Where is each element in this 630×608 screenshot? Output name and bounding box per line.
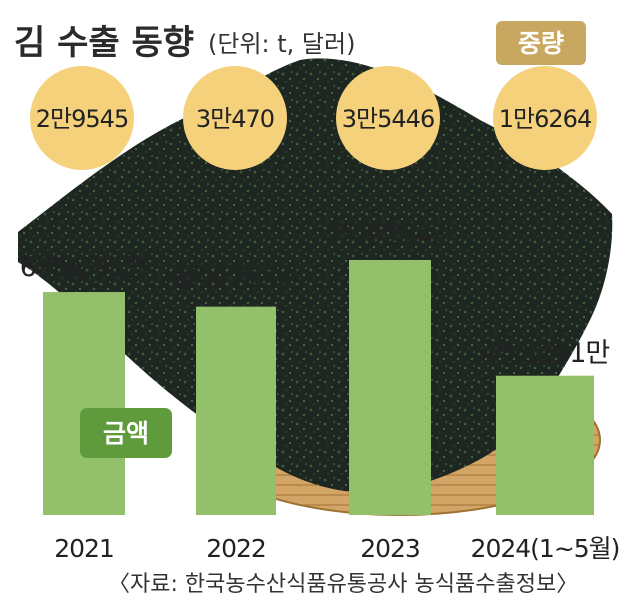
- chart-title: 김 수출 동향: [14, 23, 194, 63]
- amount-value-label-0: 6억9291만: [20, 252, 149, 283]
- weight-bubble-1: [183, 66, 287, 170]
- amount-legend-badge: 금액: [80, 408, 172, 458]
- year-label-2: 2023: [360, 534, 420, 563]
- amount-bar-3: [496, 375, 594, 515]
- seaweed-stack: [18, 58, 613, 493]
- amount-bar-1: [196, 306, 276, 515]
- year-label-3: 2024(1~5월): [471, 534, 620, 563]
- weight-legend-badge: 중량: [496, 21, 586, 65]
- amount-value-labels: 6억9291만 6억4755만 7억9254만 4억3291만: [20, 220, 611, 369]
- weight-legend-bg: [496, 21, 586, 65]
- amount-value-label-3: 4억3291만: [481, 338, 610, 369]
- weight-value-label-2: 3만5446: [342, 105, 434, 133]
- amount-legend-bg: [80, 408, 172, 458]
- amount-value-label-1: 6억4755만: [172, 263, 301, 294]
- weight-value-label-3: 1만6264: [499, 105, 591, 133]
- weight-value-label-0: 2만9545: [36, 105, 128, 133]
- amount-bar-2: [349, 260, 431, 515]
- amount-bar-0: [43, 292, 125, 515]
- weight-legend-label: 중량: [518, 29, 564, 58]
- source-note: 〈자료: 한국농수산식품유통공사 농식품수출정보〉: [108, 572, 578, 597]
- weight-bubble-0: [30, 66, 134, 170]
- amount-value-label-2: 7억9254만: [326, 220, 455, 251]
- weight-value-label-1: 3만470: [196, 105, 274, 133]
- weight-bubbles: 2만9545 3만470 3만5446 1만6264: [30, 66, 597, 170]
- amount-legend-label: 금액: [103, 419, 149, 448]
- weight-bubble-2: [336, 66, 440, 170]
- weight-bubble-3: [493, 66, 597, 170]
- year-labels: 2021 2022 2023 2024(1~5월): [54, 534, 620, 563]
- unit-note: (단위: t, 달러): [208, 30, 355, 58]
- year-label-0: 2021: [54, 534, 114, 563]
- amount-bars: [43, 260, 594, 515]
- year-label-1: 2022: [206, 534, 266, 563]
